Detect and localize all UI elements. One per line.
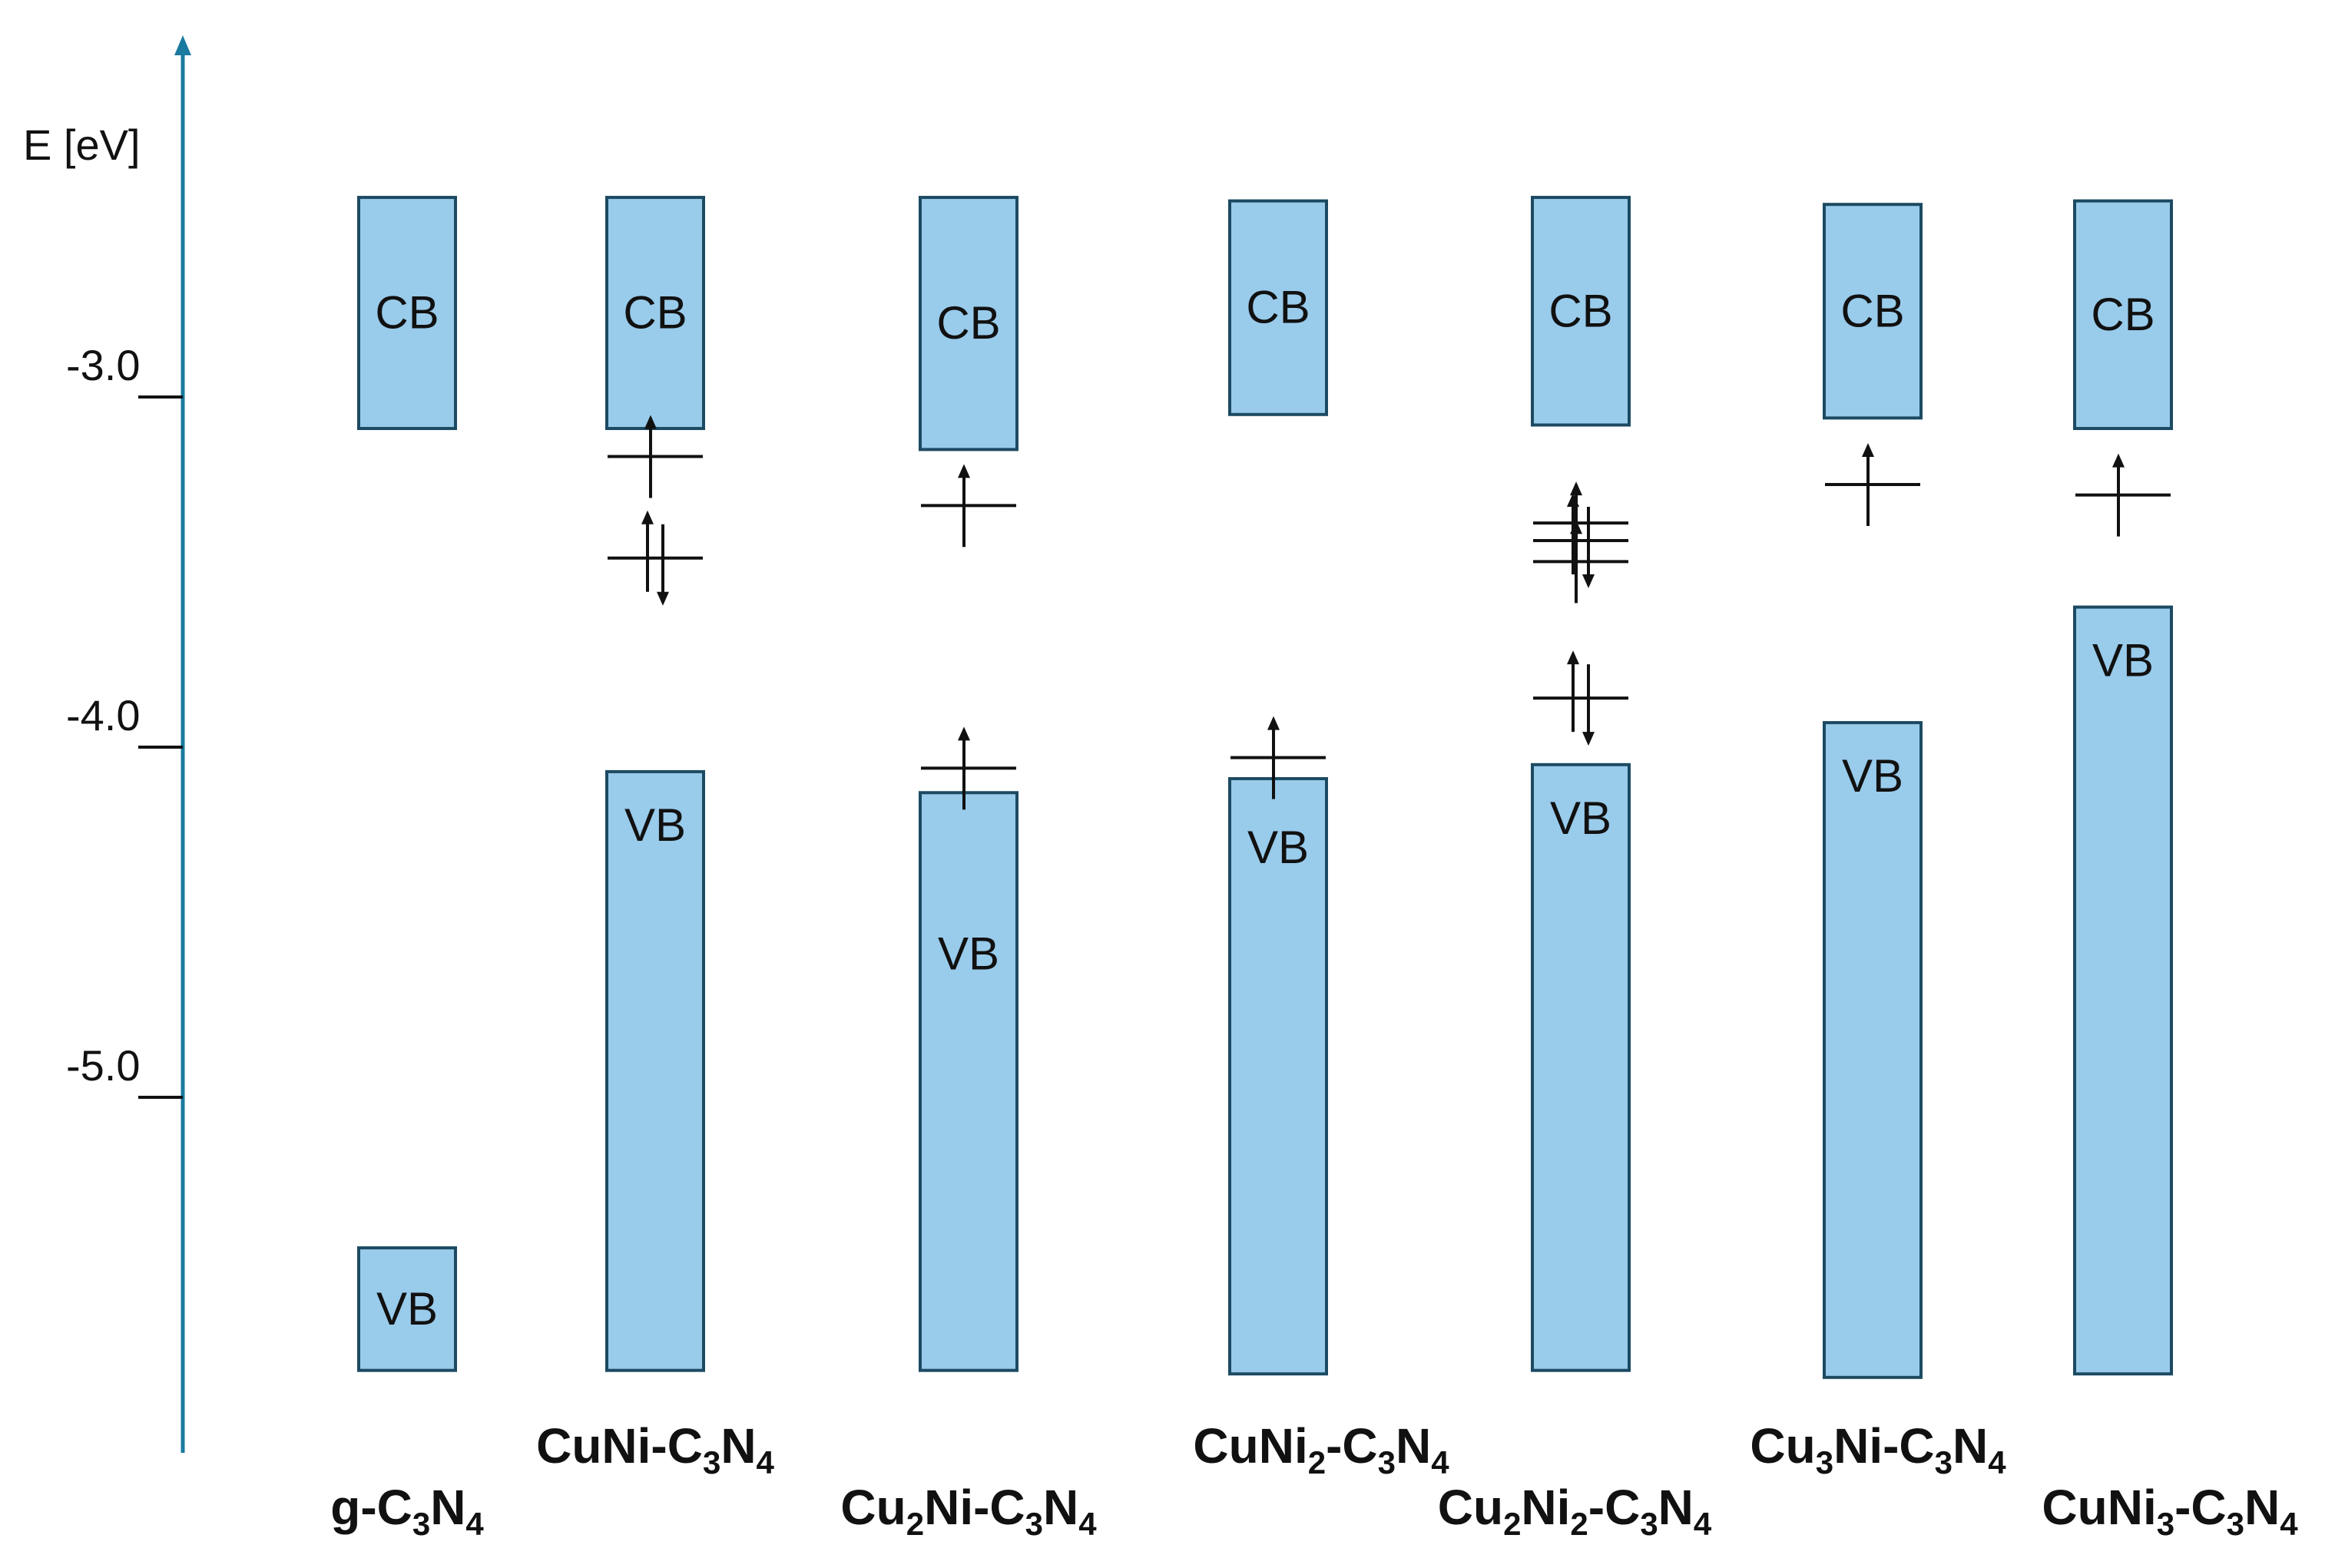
valence-band-label: VB [1842, 750, 1903, 802]
band-columns: CB VB CB VB CB VB CB VB CB VB CB VB CB VB [357, 196, 2173, 1379]
valence-band [357, 1246, 457, 1372]
spin-up-level [608, 415, 703, 498]
spin-up-level [1533, 481, 1628, 565]
valence-band [2073, 605, 2173, 1376]
conduction-band [1531, 196, 1631, 427]
conduction-band [1823, 203, 1923, 420]
material-column: CB VB [1228, 199, 1328, 1376]
spin-up-level [1825, 443, 1920, 526]
valence-band [919, 791, 1018, 1372]
valence-band-label: VB [376, 1283, 438, 1335]
material-label: CuNi3-C3N4 [2042, 1480, 2298, 1542]
material-column: CB VB [1531, 196, 1631, 1372]
conduction-band-label: CB [1246, 282, 1310, 333]
conduction-band-label: CB [936, 297, 1000, 349]
conduction-band [919, 196, 1018, 452]
spin-up-level [1533, 520, 1628, 604]
conduction-band-label: CB [1548, 285, 1612, 336]
valence-band-label: VB [938, 928, 999, 979]
conduction-band [357, 196, 457, 431]
conduction-band-label: CB [1840, 285, 1904, 336]
material-column: CB VB [605, 196, 705, 1372]
valence-band [1531, 762, 1631, 1372]
paired-spin-level [1533, 492, 1628, 588]
paired-spin-level [608, 510, 703, 606]
spin-up-level [2075, 453, 2171, 537]
conduction-band-label: CB [2091, 289, 2155, 340]
tick-label: -4.0 [66, 691, 141, 739]
valence-band-label: VB [1550, 792, 1611, 844]
conduction-band-label: CB [623, 287, 687, 339]
spin-up-level [1230, 716, 1326, 799]
conduction-band [2073, 199, 2173, 431]
material-label: Cu2Ni2-C3N4 [1438, 1480, 1712, 1542]
material-label: CuNi2-C3N4 [1193, 1418, 1449, 1480]
material-column: CB VB [357, 196, 457, 1372]
valence-band-label: VB [2092, 635, 2154, 686]
energy-axis: E [eV] -3.0 -4.0 -5.0 [23, 35, 191, 1453]
material-label: Cu3Ni-C3N4 [1750, 1418, 2006, 1480]
conduction-band [1228, 199, 1328, 416]
valence-band-label: VB [624, 799, 686, 851]
paired-spin-level [1533, 650, 1628, 746]
material-column: CB VB [2073, 199, 2173, 1376]
spin-up-level [921, 726, 1016, 810]
valence-band [1228, 777, 1328, 1376]
valence-band-label: VB [1247, 822, 1309, 873]
material-label: g-C3N4 [330, 1480, 484, 1542]
spin-up-level [921, 464, 1016, 547]
axis-title: E [eV] [23, 121, 141, 169]
valence-band [605, 769, 705, 1372]
material-column: CB VB [1823, 203, 1923, 1379]
valence-band [1823, 721, 1923, 1379]
tick-label: -5.0 [66, 1041, 141, 1090]
material-column: CB VB [919, 196, 1018, 1372]
tick-label: -3.0 [66, 341, 141, 389]
axis-arrow-icon [174, 35, 191, 55]
material-label: Cu2Ni-C3N4 [840, 1480, 1097, 1542]
material-label: CuNi-C3N4 [536, 1418, 774, 1480]
material-labels: g-C3N4 CuNi-C3N4 Cu2Ni-C3N4 CuNi2-C3N4Cu2Ni… [330, 1418, 2298, 1542]
conduction-band-label: CB [375, 287, 439, 339]
conduction-band [605, 196, 705, 431]
